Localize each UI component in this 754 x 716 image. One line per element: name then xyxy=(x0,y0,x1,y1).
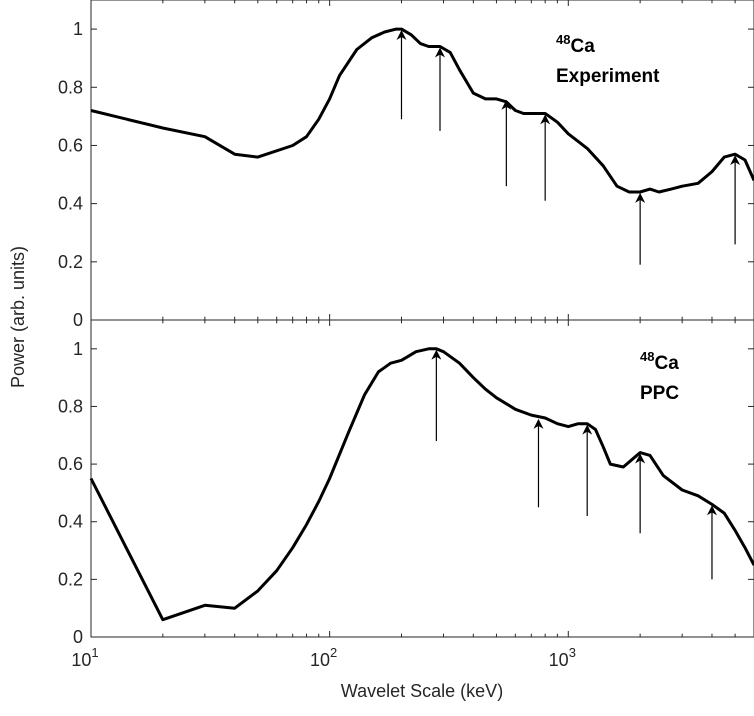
x-tick-exponent: 2 xyxy=(330,645,337,660)
y-tick-label: 0.6 xyxy=(58,135,83,155)
series-line xyxy=(89,347,754,622)
x-tick-exponent: 1 xyxy=(91,645,98,660)
x-tick-base: 10 xyxy=(71,650,91,670)
panel-label-dataset: PPC xyxy=(640,383,679,404)
chart-panels: 00.20.40.60.8148CaExperiment00.20.40.60.… xyxy=(58,0,754,701)
x-axis-label: Wavelet Scale (keV) xyxy=(341,681,503,701)
y-tick-label: 1 xyxy=(73,19,83,39)
x-tick-exponent: 3 xyxy=(569,645,576,660)
y-tick-label: 0 xyxy=(73,310,83,330)
x-tick-label: 103 xyxy=(549,645,576,670)
panel-1: 0 0.2 0.4 0.6 0.8 1 48Ca Experiment xyxy=(58,0,754,330)
isotope-mass: 48 xyxy=(556,32,570,47)
x-tick-label: 102 xyxy=(310,645,337,670)
series-line xyxy=(90,27,754,194)
x-tick-base: 10 xyxy=(310,650,330,670)
y-tick-label: 0.2 xyxy=(58,569,83,589)
isotope-mass: 48 xyxy=(640,349,654,364)
panel-label-isotope: 48Ca xyxy=(640,349,679,374)
y-tick-label: 0.4 xyxy=(58,512,83,532)
panel-label-dataset: Experiment xyxy=(556,66,660,87)
y-tick-label: 0.4 xyxy=(58,194,83,214)
x-tick-label: 101 xyxy=(71,645,98,670)
y-tick-label: 0 xyxy=(73,627,83,647)
isotope-element: Ca xyxy=(570,36,595,57)
panel-label-isotope: 48Ca xyxy=(556,32,595,57)
y-tick-label: 1 xyxy=(73,339,83,359)
y-tick-label: 0.6 xyxy=(58,454,83,474)
y-tick-label: 0.2 xyxy=(58,252,83,272)
y-axis-label: Power (arb. units) xyxy=(8,246,28,388)
y-tick-label: 0.8 xyxy=(58,77,83,97)
x-tick-base: 10 xyxy=(549,650,569,670)
panel-frame xyxy=(90,0,754,321)
isotope-element: Ca xyxy=(654,353,679,374)
y-tick-label: 0.8 xyxy=(58,396,83,416)
